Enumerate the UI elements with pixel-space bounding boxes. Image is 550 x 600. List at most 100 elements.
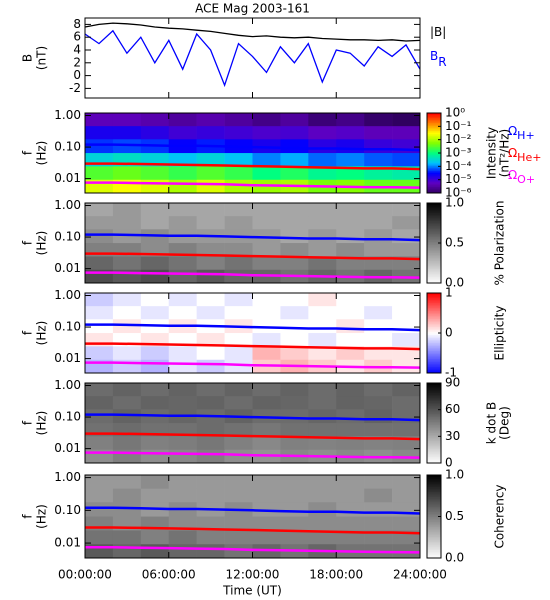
colorbar-segment	[427, 421, 441, 424]
heatmap-cell	[168, 305, 197, 320]
legend-entry: ΩH+	[508, 124, 535, 143]
heatmap-cell	[364, 125, 393, 140]
legend-entry: ΩHe+	[508, 146, 541, 165]
colorbar-segment	[427, 239, 441, 242]
heatmap-cell	[392, 203, 421, 217]
heatmap-cell	[280, 516, 309, 531]
colorbar-segment	[427, 135, 441, 138]
colorbar-segment	[427, 544, 441, 547]
colorbar-segment	[427, 305, 441, 308]
colorbar-segment	[427, 117, 441, 120]
heatmap-cell	[280, 242, 309, 257]
heatmap-cell	[224, 449, 253, 464]
heatmap-cell	[252, 516, 281, 531]
colorbar-segment	[427, 148, 441, 151]
colorbar-segment	[427, 529, 441, 532]
heatmap-cell	[224, 516, 253, 531]
heatmap-cell	[85, 166, 114, 180]
y-tick-label: 0.01	[54, 536, 81, 550]
chart-title: ACE Mag 2003-161	[195, 2, 310, 16]
colorbar-segment	[427, 494, 441, 497]
legend-subscript: He+	[517, 151, 541, 164]
colorbar-tick-label: 1.0	[445, 196, 464, 210]
colorbar-segment	[427, 133, 441, 136]
heatmap-cell	[168, 436, 197, 450]
heatmap-cell	[168, 203, 197, 217]
frequency-line	[85, 143, 421, 152]
colorbar-segment	[427, 518, 441, 521]
colorbar-segment	[427, 122, 441, 125]
y-tick-label: 1.00	[54, 378, 81, 392]
heatmap-cell	[140, 179, 170, 194]
heatmap-cell	[196, 359, 225, 374]
heatmap-cell	[252, 228, 281, 244]
colorbar-tick-label: 10⁰	[445, 106, 465, 120]
heatmap-cell	[140, 269, 170, 284]
heatmap-cell	[308, 436, 337, 450]
heatmap-cell	[168, 359, 197, 374]
heatmap-cell	[336, 422, 365, 437]
heatmap-cell	[308, 293, 337, 307]
heatmap-cell	[168, 242, 197, 257]
colorbar-segment	[427, 553, 441, 556]
colorbar-segment	[427, 554, 441, 557]
heatmap-cell	[308, 256, 337, 270]
colorbar-segment	[427, 432, 441, 435]
heatmap-cell	[196, 516, 225, 531]
heatmap-cell	[308, 113, 337, 127]
y-axis-label: (Hz)	[35, 141, 49, 166]
frequency-line	[85, 451, 421, 459]
colorbar-segment	[427, 156, 441, 159]
colorbar-segment	[427, 157, 441, 160]
heatmap-cell	[85, 408, 114, 424]
colorbar-segment	[427, 313, 441, 316]
colorbar-segment	[427, 143, 441, 146]
colorbar-tick-label: 0.0	[445, 551, 464, 565]
colorbar-segment	[427, 262, 441, 265]
colorbar-segment	[427, 225, 441, 228]
heatmap-cell	[308, 488, 337, 503]
colorbar-segment	[427, 113, 441, 115]
y-tick-label: 0.10	[54, 230, 81, 244]
colorbar-segment	[427, 400, 441, 403]
heatmap-cell	[112, 501, 142, 517]
colorbar-segment	[427, 204, 441, 207]
y-tick-label: 2	[73, 55, 81, 69]
colorbar-segment	[427, 501, 441, 504]
colorbar-segment	[427, 476, 441, 479]
heatmap-cell	[196, 449, 225, 464]
colorbar-segment	[427, 389, 441, 392]
colorbar-tick-label: -1	[445, 366, 457, 380]
colorbar-segment	[427, 235, 441, 237]
y-axis-label: f	[21, 420, 35, 425]
heatmap-cell	[85, 256, 114, 270]
heatmap-cell	[392, 293, 421, 307]
colorbar-segment	[427, 506, 441, 509]
colorbar-segment	[427, 127, 441, 130]
y-tick-label: 1.00	[54, 288, 81, 302]
heatmap-cell	[280, 408, 309, 424]
heatmap-cell	[112, 113, 142, 127]
heatmap-cell	[336, 488, 365, 503]
heatmap-cell	[392, 488, 421, 503]
heatmap-cell	[140, 359, 170, 374]
colorbar-segment	[427, 484, 441, 488]
frequency-line	[85, 413, 421, 422]
colorbar-segment	[427, 249, 441, 252]
colorbar-segment	[427, 121, 441, 123]
colorbar-segment	[427, 448, 441, 451]
colorbar-segment	[427, 481, 441, 484]
heatmap-cell	[168, 475, 197, 489]
colorbar-segment	[427, 437, 441, 440]
colorbar-segment	[427, 323, 441, 326]
heatmap-cell	[308, 346, 337, 360]
heatmap-cell	[364, 475, 393, 489]
heatmap-cell	[336, 203, 365, 217]
colorbar-segment	[427, 415, 441, 417]
colorbar-tick-label: 60	[445, 402, 460, 416]
heatmap-cell	[336, 516, 365, 531]
heatmap-cell	[224, 383, 253, 397]
frequency-line	[85, 342, 421, 351]
x-tick-label: 00:00:00	[58, 568, 112, 582]
colorbar-segment	[427, 447, 441, 449]
